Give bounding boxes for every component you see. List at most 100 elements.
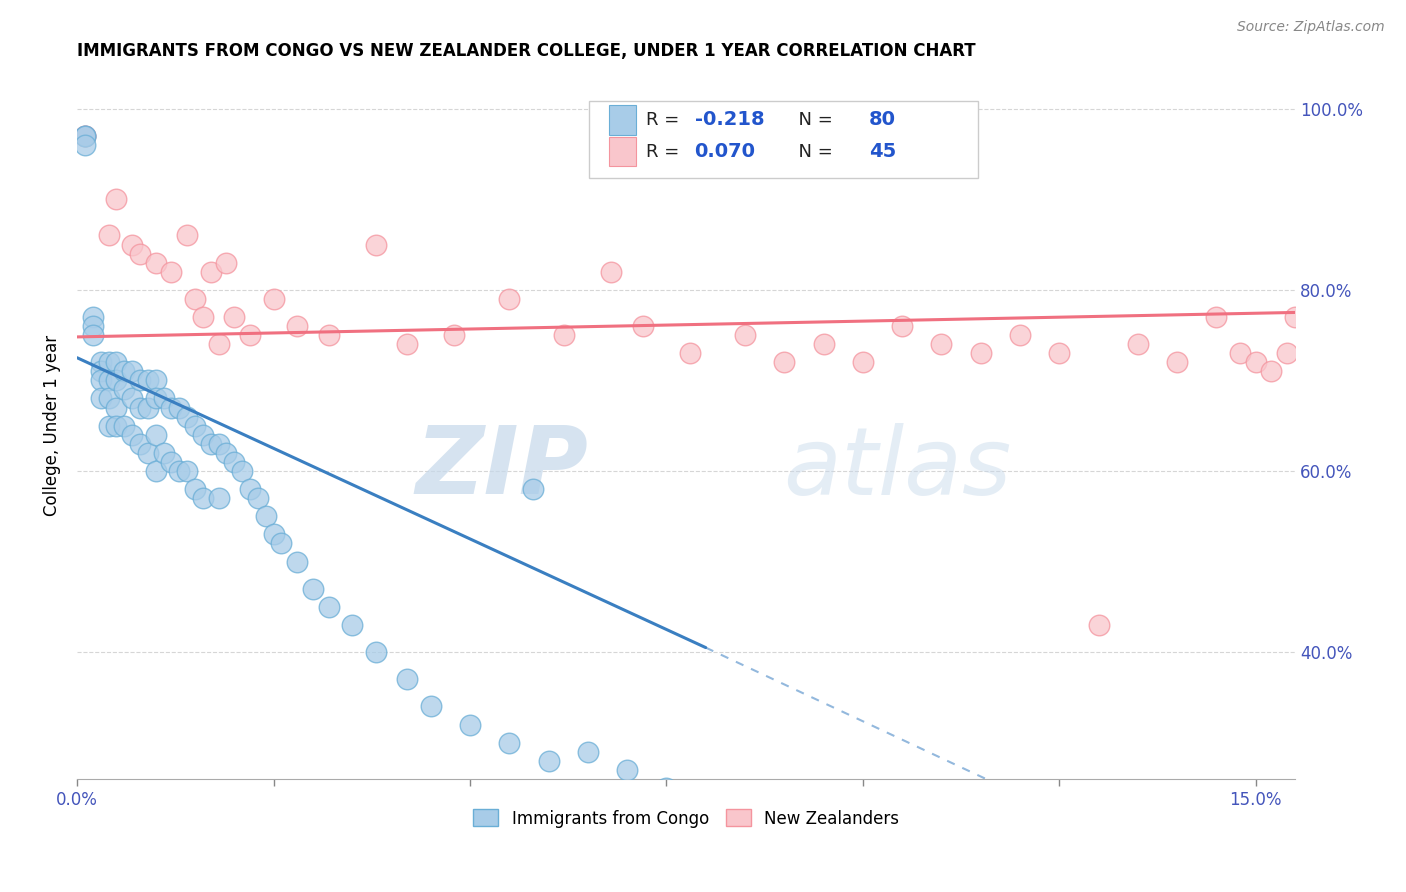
Point <box>396 337 419 351</box>
Point <box>145 373 167 387</box>
Point <box>695 808 717 822</box>
Point <box>105 401 128 415</box>
Point <box>112 364 135 378</box>
Point <box>97 392 120 406</box>
Y-axis label: College, Under 1 year: College, Under 1 year <box>44 335 60 516</box>
Point <box>1047 346 1070 360</box>
Point <box>498 736 520 750</box>
Point <box>215 446 238 460</box>
Point <box>207 437 229 451</box>
Point <box>270 536 292 550</box>
Point <box>1284 310 1306 324</box>
Point <box>112 418 135 433</box>
Point <box>184 418 207 433</box>
Point <box>97 373 120 387</box>
Point <box>600 265 623 279</box>
Point <box>207 491 229 505</box>
Point <box>340 618 363 632</box>
Point <box>112 383 135 397</box>
Point <box>396 673 419 687</box>
Point <box>522 482 544 496</box>
Point <box>73 128 96 143</box>
Text: ZIP: ZIP <box>416 422 589 514</box>
Point <box>145 427 167 442</box>
Point <box>121 364 143 378</box>
Point <box>263 527 285 541</box>
Point <box>90 392 112 406</box>
Point <box>734 328 756 343</box>
Point <box>215 255 238 269</box>
Point <box>105 373 128 387</box>
Point <box>121 237 143 252</box>
Point <box>931 880 953 892</box>
FancyBboxPatch shape <box>609 136 636 167</box>
Point <box>160 455 183 469</box>
Point <box>129 437 152 451</box>
Point <box>1229 346 1251 360</box>
Point <box>176 228 198 243</box>
Legend: Immigrants from Congo, New Zealanders: Immigrants from Congo, New Zealanders <box>467 803 905 834</box>
Point <box>1260 364 1282 378</box>
Point <box>419 699 441 714</box>
Point <box>813 337 835 351</box>
Point <box>773 844 796 858</box>
Point <box>852 863 875 877</box>
Text: R =: R = <box>645 143 685 161</box>
Point <box>90 364 112 378</box>
Point <box>82 319 104 334</box>
Point <box>136 446 159 460</box>
Point <box>152 392 174 406</box>
Point <box>160 401 183 415</box>
Point <box>191 427 214 442</box>
Point <box>537 754 560 768</box>
Text: R =: R = <box>645 111 685 128</box>
Point <box>90 373 112 387</box>
Point <box>129 401 152 415</box>
Point <box>167 464 190 478</box>
Point <box>176 409 198 424</box>
Point <box>136 401 159 415</box>
Point <box>160 265 183 279</box>
Text: 45: 45 <box>869 142 896 161</box>
Point <box>301 582 323 596</box>
Point <box>191 310 214 324</box>
Text: Source: ZipAtlas.com: Source: ZipAtlas.com <box>1237 20 1385 34</box>
Point <box>1244 355 1267 369</box>
Point <box>616 763 638 777</box>
Point <box>200 437 222 451</box>
FancyBboxPatch shape <box>589 101 979 178</box>
Text: 80: 80 <box>869 111 896 129</box>
Point <box>224 455 246 469</box>
FancyBboxPatch shape <box>609 105 636 135</box>
Point <box>679 346 702 360</box>
Point <box>73 128 96 143</box>
Point <box>318 599 340 614</box>
Point <box>145 392 167 406</box>
Point <box>145 255 167 269</box>
Point <box>105 355 128 369</box>
Point <box>970 346 993 360</box>
Point <box>239 482 262 496</box>
Point <box>318 328 340 343</box>
Point <box>105 192 128 206</box>
Point <box>443 328 465 343</box>
Text: -0.218: -0.218 <box>695 111 765 129</box>
Text: IMMIGRANTS FROM CONGO VS NEW ZEALANDER COLLEGE, UNDER 1 YEAR CORRELATION CHART: IMMIGRANTS FROM CONGO VS NEW ZEALANDER C… <box>77 42 976 60</box>
Point <box>553 328 575 343</box>
Point <box>631 319 654 334</box>
Point <box>239 328 262 343</box>
Point <box>773 355 796 369</box>
Point <box>82 328 104 343</box>
Point <box>121 392 143 406</box>
Point <box>734 826 756 840</box>
Point <box>184 292 207 306</box>
Text: N =: N = <box>787 143 838 161</box>
Point <box>73 128 96 143</box>
Point <box>129 246 152 260</box>
Point <box>73 128 96 143</box>
Point <box>136 373 159 387</box>
Point <box>184 482 207 496</box>
Point <box>1008 328 1031 343</box>
Point <box>121 427 143 442</box>
Point <box>167 401 190 415</box>
